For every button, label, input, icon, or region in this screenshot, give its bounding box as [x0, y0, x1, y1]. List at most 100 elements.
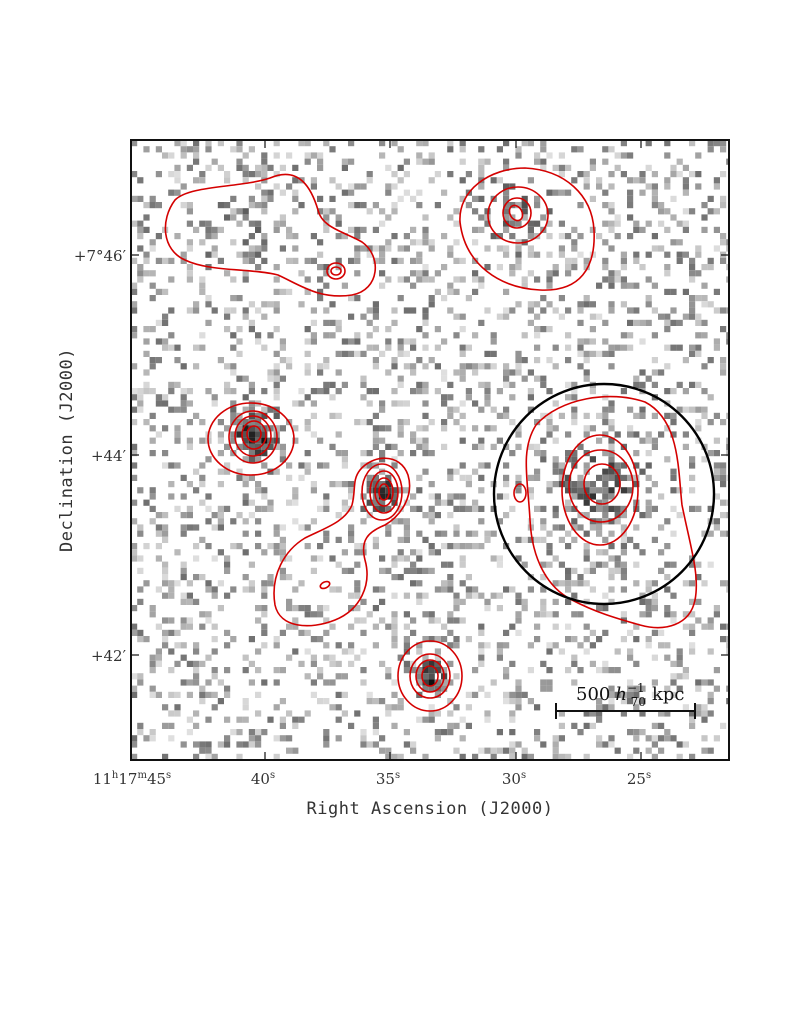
- image-pixel: [496, 561, 503, 568]
- image-pixel: [639, 412, 646, 419]
- image-pixel: [651, 505, 658, 512]
- image-pixel: [496, 605, 503, 612]
- image-pixel: [540, 326, 547, 333]
- image-pixel: [168, 629, 175, 636]
- image-pixel: [341, 164, 348, 171]
- image-pixel: [459, 735, 466, 742]
- image-pixel: [540, 146, 547, 153]
- image-pixel: [540, 437, 547, 444]
- image-pixel: [273, 549, 280, 556]
- image-pixel: [323, 319, 330, 326]
- image-pixel: [664, 270, 671, 277]
- image-pixel: [695, 574, 702, 581]
- image-pixel: [571, 660, 578, 667]
- image-pixel: [713, 518, 720, 525]
- image-pixel: [726, 698, 729, 705]
- image-pixel: [627, 214, 634, 221]
- image-pixel: [255, 648, 262, 655]
- image-pixel: [478, 406, 485, 413]
- image-pixel: [546, 685, 553, 692]
- image-pixel: [180, 257, 187, 264]
- image-pixel: [149, 270, 156, 277]
- x-tick-label-40: 40s: [251, 770, 275, 788]
- image-pixel: [682, 251, 689, 258]
- image-pixel: [490, 747, 497, 754]
- image-pixel: [180, 524, 187, 531]
- image-pixel: [131, 555, 138, 562]
- image-pixel: [614, 505, 621, 512]
- image-pixel: [422, 567, 429, 574]
- image-pixel: [143, 338, 150, 345]
- image-pixel: [447, 146, 454, 153]
- image-pixel: [552, 580, 559, 587]
- image-pixel: [366, 481, 373, 488]
- image-pixel: [546, 543, 553, 550]
- image-pixel: [168, 648, 175, 655]
- image-pixel: [434, 388, 441, 395]
- image-pixel: [602, 667, 609, 674]
- image-pixel: [335, 220, 342, 227]
- image-pixel: [174, 660, 181, 667]
- image-pixel: [639, 338, 646, 345]
- image-pixel: [540, 605, 547, 612]
- image-pixel: [329, 394, 336, 401]
- image-pixel: [465, 691, 472, 698]
- image-pixel: [689, 710, 696, 717]
- image-pixel: [137, 586, 144, 593]
- image-pixel: [503, 164, 510, 171]
- image-pixel: [534, 611, 541, 618]
- image-pixel: [465, 295, 472, 302]
- image-pixel: [279, 543, 286, 550]
- image-pixel: [279, 220, 286, 227]
- image-pixel: [304, 288, 311, 295]
- image-pixel: [447, 394, 454, 401]
- image-pixel: [608, 704, 615, 711]
- image-pixel: [608, 555, 615, 562]
- image-pixel: [329, 481, 336, 488]
- image-pixel: [565, 257, 572, 264]
- image-pixel: [137, 636, 144, 643]
- image-pixel: [434, 363, 441, 370]
- image-pixel: [428, 301, 435, 308]
- image-pixel: [335, 673, 342, 680]
- image-pixel: [645, 183, 652, 190]
- image-pixel: [695, 171, 702, 178]
- image-pixel: [397, 245, 404, 252]
- image-pixel: [261, 301, 268, 308]
- image-pixel: [658, 202, 665, 209]
- image-pixel: [391, 319, 398, 326]
- image-pixel: [571, 481, 578, 488]
- image-pixel: [459, 617, 466, 624]
- image-pixel: [279, 450, 286, 457]
- image-pixel: [391, 623, 398, 630]
- image-pixel: [224, 388, 231, 395]
- image-pixel: [552, 611, 559, 618]
- image-pixel: [627, 629, 634, 636]
- image-pixel: [571, 450, 578, 457]
- image-pixel: [540, 295, 547, 302]
- image-pixel: [608, 220, 615, 227]
- image-pixel: [552, 425, 559, 432]
- image-pixel: [713, 245, 720, 252]
- image-pixel: [565, 499, 572, 506]
- image-pixel: [317, 276, 324, 283]
- image-pixel: [298, 388, 305, 395]
- contour-group: [164, 167, 698, 712]
- image-pixel: [658, 245, 665, 252]
- image-pixel: [255, 164, 262, 171]
- image-pixel: [527, 698, 534, 705]
- image-pixel: [503, 158, 510, 165]
- image-pixel: [248, 326, 255, 333]
- image-pixel: [310, 307, 317, 314]
- image-pixel: [242, 741, 249, 748]
- image-pixel: [422, 319, 429, 326]
- image-pixel: [193, 648, 200, 655]
- image-pixel: [540, 574, 547, 581]
- image-pixel: [174, 357, 181, 364]
- image-pixel: [217, 202, 224, 209]
- image-pixel: [286, 363, 293, 370]
- image-pixel: [515, 152, 522, 159]
- image-pixel: [670, 735, 677, 742]
- image-pixel: [348, 623, 355, 630]
- image-pixel: [558, 753, 565, 760]
